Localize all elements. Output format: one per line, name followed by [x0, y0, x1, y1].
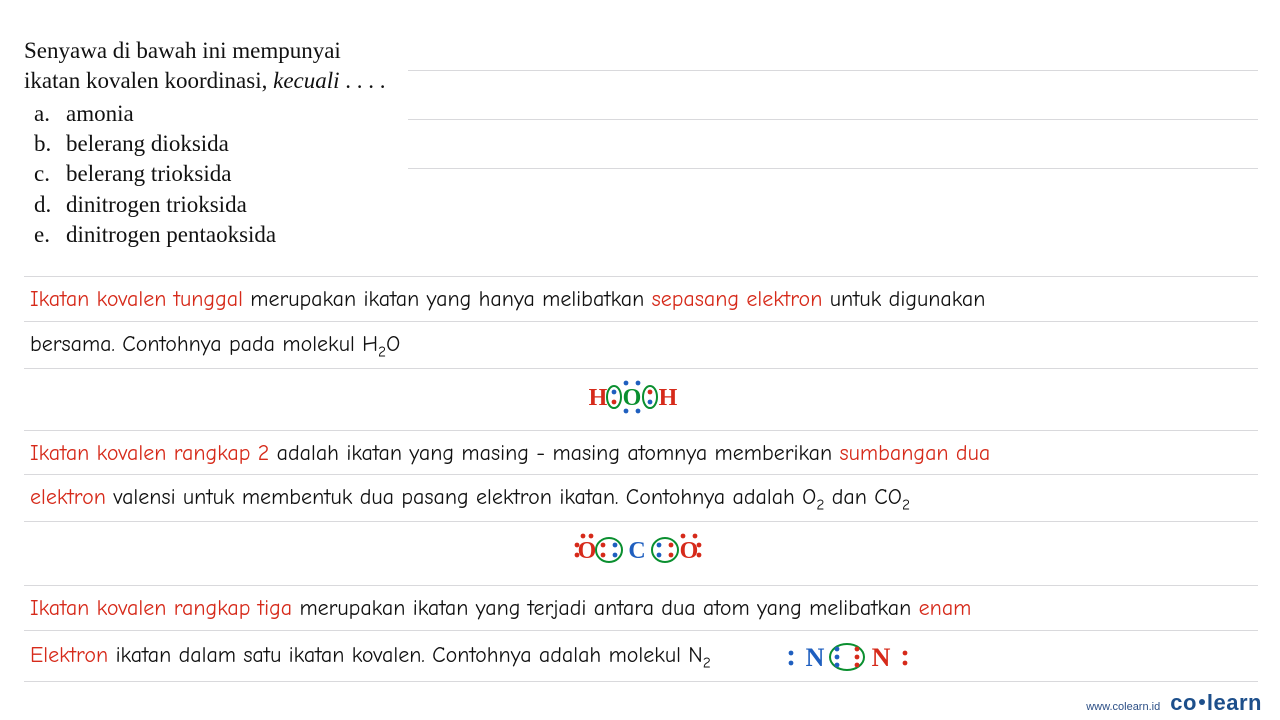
hl-text: Ikatan kovalen rangkap tiga	[30, 595, 292, 621]
hl-text: Ikatan kovalen tunggal	[30, 286, 243, 312]
lewis-h2o-svg: HOH	[586, 375, 696, 415]
svg-text:N: N	[805, 643, 824, 672]
ruled-line	[24, 681, 1258, 682]
logo-b: learn	[1207, 690, 1262, 715]
option-d: d. dinitrogen trioksida	[34, 190, 402, 220]
footer: www.colearn.id colearn	[1086, 690, 1262, 716]
opt-label: b.	[34, 129, 52, 159]
lewis-co2-row: OCO	[24, 522, 1258, 585]
logo-a: co	[1170, 690, 1197, 715]
p3-text-wrap: Elektron ikatan dalam satu ikatan kovale…	[30, 641, 711, 673]
opt-text: belerang trioksida	[66, 159, 231, 189]
options: a. amonia b. belerang dioksida c. belerang …	[24, 99, 402, 251]
opt-label: d.	[34, 190, 52, 220]
top-section: Senyawa di bawah ini mempunyai ikatan ko…	[0, 0, 1280, 270]
question-stem: Senyawa di bawah ini mempunyai	[24, 36, 402, 66]
stem-l2b: . . . .	[340, 68, 386, 93]
option-c: c. belerang trioksida	[34, 159, 402, 189]
lewis-n2: NN	[781, 639, 961, 675]
opt-text: amonia	[66, 99, 134, 129]
p3-line1: Ikatan kovalen rangkap tiga merupakan ik…	[24, 586, 1258, 630]
question-block: Senyawa di bawah ini mempunyai ikatan ko…	[24, 36, 402, 270]
svg-text:C: C	[628, 538, 645, 564]
p1-line2: bersama. Contohnya pada molekul H2O	[24, 322, 1258, 368]
opt-label: e.	[34, 220, 52, 250]
p2-line1: Ikatan kovalen rangkap 2 adalah ikatan y…	[24, 431, 1258, 475]
lewis-co2-svg: OCO	[571, 528, 711, 570]
opt-text: dinitrogen trioksida	[66, 190, 247, 220]
note-lines	[408, 70, 1258, 169]
ruled-line	[408, 168, 1258, 169]
hl-text: sumbangan dua	[840, 440, 991, 466]
text: adalah ikatan yang masing - masing atomn…	[269, 440, 839, 466]
lewis-co2: OCO	[571, 528, 711, 570]
opt-label: c.	[34, 159, 52, 189]
opt-label: a.	[34, 99, 52, 129]
ruled-line	[408, 119, 1258, 120]
text: merupakan ikatan yang terjadi antara dua…	[292, 595, 919, 621]
hl-text: sepasang elektron	[652, 286, 823, 312]
stem-line1: Senyawa di bawah ini mempunyai	[24, 38, 341, 63]
svg-text:O: O	[578, 538, 597, 564]
subscript: 2	[703, 653, 711, 671]
page: Senyawa di bawah ini mempunyai ikatan ko…	[0, 0, 1280, 720]
text: ikatan dalam satu ikatan kovalen. Contoh…	[108, 642, 703, 668]
ruled-line	[408, 70, 1258, 71]
hl-text: enam	[919, 595, 972, 621]
p1-line1: Ikatan kovalen tunggal merupakan ikatan …	[24, 277, 1258, 321]
text: O	[386, 331, 400, 357]
question-stem2: ikatan kovalen koordinasi, kecuali . . .…	[24, 66, 402, 96]
lewis-h2o-row: HOH	[24, 369, 1258, 430]
lewis-n2-svg: NN	[781, 639, 961, 675]
option-a: a. amonia	[34, 99, 402, 129]
footer-logo: colearn	[1170, 690, 1262, 716]
svg-text:H: H	[659, 385, 678, 411]
text: merupakan ikatan yang hanya melibatkan	[243, 286, 652, 312]
text: valensi untuk membentuk dua pasang elekt…	[106, 484, 816, 510]
stem-l2-italic: kecuali	[273, 68, 339, 93]
subscript: 2	[378, 342, 386, 360]
explanation: Ikatan kovalen tunggal merupakan ikatan …	[24, 276, 1258, 682]
hl-text: Elektron	[30, 642, 108, 668]
svg-text:O: O	[623, 385, 642, 411]
svg-text:H: H	[589, 385, 608, 411]
opt-text: belerang dioksida	[66, 129, 229, 159]
lewis-h2o: HOH	[586, 375, 696, 415]
hl-text: Ikatan kovalen rangkap 2	[30, 440, 269, 466]
footer-site: www.colearn.id	[1086, 701, 1160, 713]
stem-l2a: ikatan kovalen koordinasi,	[24, 68, 273, 93]
svg-text:O: O	[680, 538, 699, 564]
hl-text: elektron	[30, 484, 106, 510]
dot-icon	[1199, 699, 1205, 705]
option-b: b. belerang dioksida	[34, 129, 402, 159]
opt-text: dinitrogen pentaoksida	[66, 220, 276, 250]
p3-line2: Elektron ikatan dalam satu ikatan kovale…	[24, 631, 1258, 681]
svg-text:N: N	[871, 643, 890, 672]
text: dan CO	[824, 484, 902, 510]
p2-line2: elektron valensi untuk membentuk dua pas…	[24, 475, 1258, 521]
text: bersama. Contohnya pada molekul H	[30, 331, 378, 357]
subscript: 2	[902, 496, 910, 514]
text: untuk digunakan	[822, 286, 985, 312]
option-e: e. dinitrogen pentaoksida	[34, 220, 402, 250]
